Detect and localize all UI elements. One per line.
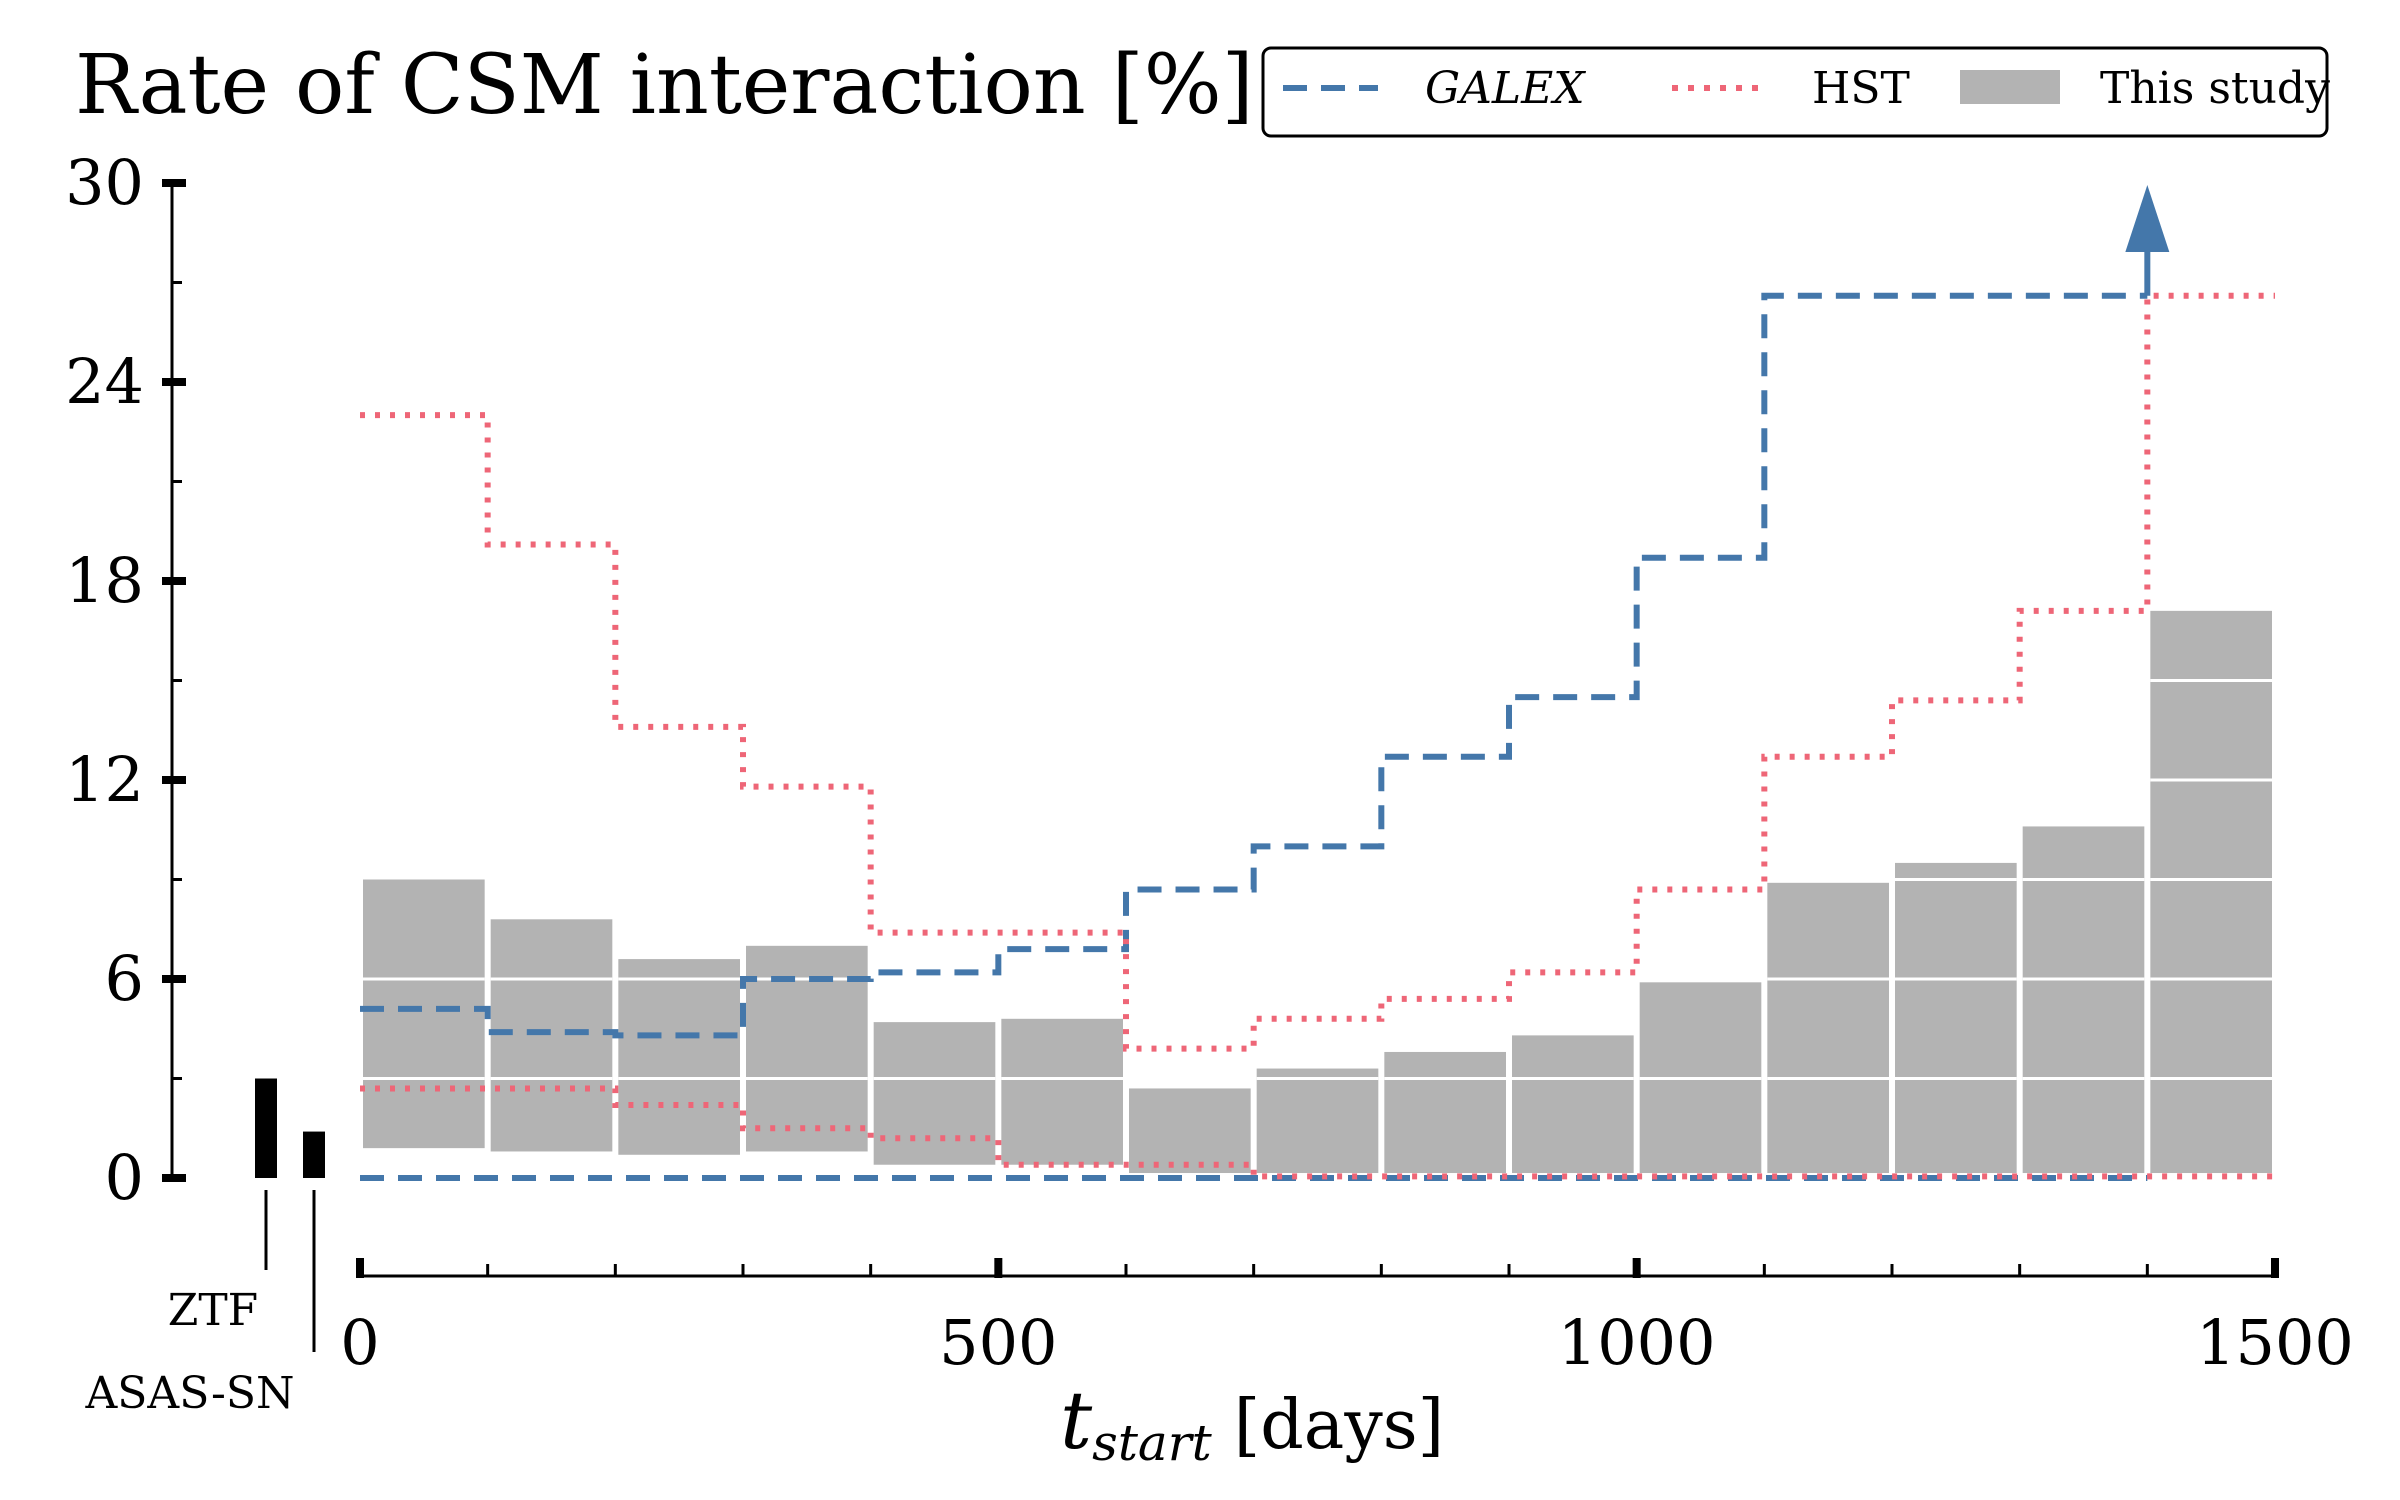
galex-arrow-head [2125, 185, 2170, 252]
this-study-bar [2150, 610, 2272, 1174]
x-tick-label: 0 [340, 1306, 379, 1379]
chart-title: Rate of CSM interaction [%] [75, 38, 1254, 133]
survey-markers: ZTF ASAS-SN [85, 1078, 325, 1419]
this-study-bar [1384, 1051, 1506, 1174]
survey-bar [255, 1078, 277, 1178]
legend: GALEX HST This study [1261, 46, 2330, 138]
this-study-bar [1767, 882, 1889, 1174]
this-study-bar [1129, 1088, 1251, 1174]
y-tick-label: 12 [65, 743, 144, 816]
y-tick-label: 6 [105, 942, 144, 1015]
this-study-bar [490, 919, 613, 1152]
x-tick-label: 500 [939, 1306, 1057, 1379]
legend-galex-label: GALEX [1425, 63, 1586, 114]
galex-upper-line [360, 292, 2148, 1039]
y-tick-label: 0 [105, 1141, 144, 1214]
y-tick-label: 18 [65, 544, 144, 617]
series-lines [360, 185, 2275, 1181]
this-study-bar [873, 1022, 996, 1165]
hst-upper-line [360, 292, 2275, 1052]
this-study-bar [1001, 1018, 1123, 1165]
x-tick-label: 1500 [2196, 1306, 2354, 1379]
legend-this-study-swatch [1960, 70, 2060, 104]
white-guide-lines [363, 679, 2272, 1080]
this-study-bars [363, 610, 2272, 1174]
survey-label: ZTF [168, 1285, 258, 1336]
this-study-bar [1895, 862, 2017, 1174]
x-axis-label: tstart [days] [1060, 1374, 1444, 1472]
this-study-bar [618, 959, 740, 1155]
this-study-bar [1256, 1068, 1379, 1174]
axes: 0 6 12 18 24 30 0 500 1000 1500 [65, 146, 2354, 1379]
survey-label: ASAS-SN [85, 1368, 295, 1419]
hst-lower-line [360, 1085, 2275, 1180]
legend-hst-label: HST [1812, 63, 1910, 114]
survey-bar [303, 1131, 325, 1178]
y-tick-label: 30 [65, 146, 144, 219]
x-tick-label: 1000 [1558, 1306, 1716, 1379]
legend-frame [1261, 46, 2329, 138]
legend-this-study-label: This study [2100, 63, 2330, 114]
this-study-bar [2022, 826, 2145, 1174]
y-tick-label: 24 [65, 345, 144, 418]
this-study-bar [1512, 1035, 1634, 1174]
this-study-bar [363, 879, 485, 1149]
